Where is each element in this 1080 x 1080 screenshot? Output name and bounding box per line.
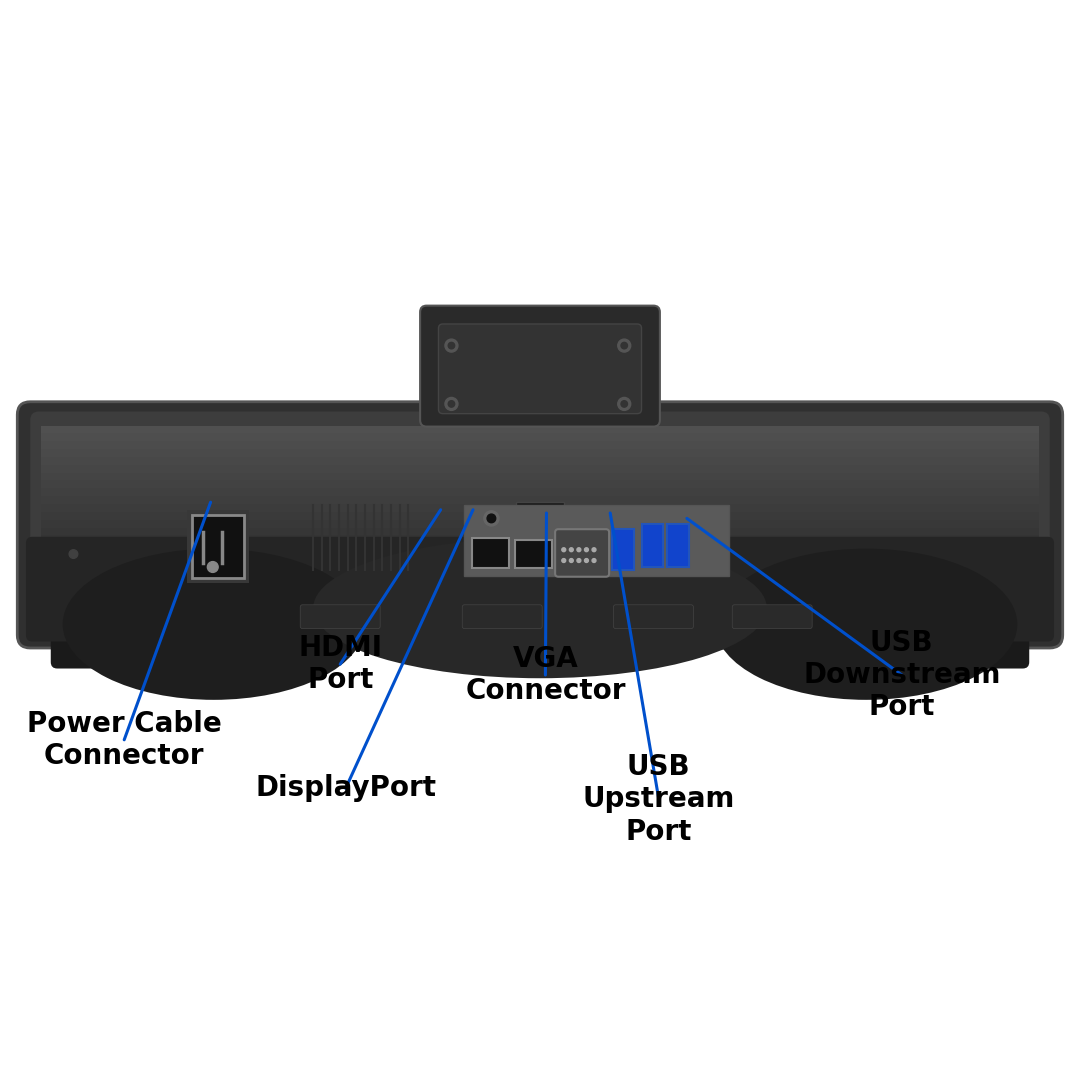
FancyBboxPatch shape (516, 502, 564, 543)
FancyBboxPatch shape (555, 529, 609, 577)
Circle shape (592, 548, 596, 552)
Circle shape (618, 397, 631, 410)
FancyBboxPatch shape (642, 524, 663, 567)
Circle shape (584, 558, 589, 563)
Ellipse shape (715, 549, 1017, 700)
FancyBboxPatch shape (613, 605, 693, 629)
FancyBboxPatch shape (51, 615, 188, 669)
Circle shape (584, 548, 589, 552)
Circle shape (577, 558, 581, 563)
FancyBboxPatch shape (41, 442, 1039, 449)
FancyBboxPatch shape (187, 510, 249, 583)
FancyBboxPatch shape (17, 402, 1063, 648)
Circle shape (562, 558, 566, 563)
Text: HDMI
Port: HDMI Port (298, 634, 382, 694)
FancyBboxPatch shape (41, 536, 1039, 543)
Circle shape (621, 342, 627, 349)
FancyBboxPatch shape (41, 426, 1039, 433)
Circle shape (207, 562, 218, 572)
FancyBboxPatch shape (300, 605, 380, 629)
FancyBboxPatch shape (26, 537, 1054, 642)
FancyBboxPatch shape (892, 615, 1029, 669)
Circle shape (484, 511, 499, 526)
FancyBboxPatch shape (41, 527, 1039, 536)
FancyBboxPatch shape (472, 538, 509, 568)
FancyBboxPatch shape (41, 449, 1039, 457)
Circle shape (621, 401, 627, 407)
FancyBboxPatch shape (30, 411, 1050, 557)
Text: Power Cable
Connector: Power Cable Connector (27, 710, 221, 770)
Text: DisplayPort: DisplayPort (255, 774, 436, 802)
FancyBboxPatch shape (515, 540, 552, 568)
FancyBboxPatch shape (612, 529, 634, 570)
Text: VGA
Connector: VGA Connector (465, 645, 625, 705)
Ellipse shape (63, 549, 365, 700)
FancyBboxPatch shape (420, 306, 660, 427)
Circle shape (577, 548, 581, 552)
FancyBboxPatch shape (192, 515, 244, 578)
Circle shape (592, 558, 596, 563)
Circle shape (487, 514, 496, 523)
FancyBboxPatch shape (41, 512, 1039, 519)
Circle shape (69, 550, 78, 558)
FancyBboxPatch shape (41, 457, 1039, 464)
Circle shape (448, 342, 455, 349)
FancyBboxPatch shape (667, 524, 689, 567)
FancyBboxPatch shape (464, 505, 729, 576)
FancyBboxPatch shape (41, 481, 1039, 488)
FancyBboxPatch shape (41, 519, 1039, 527)
Circle shape (569, 548, 573, 552)
Circle shape (569, 558, 573, 563)
Circle shape (445, 397, 458, 410)
Circle shape (448, 401, 455, 407)
FancyBboxPatch shape (41, 488, 1039, 496)
Circle shape (562, 548, 566, 552)
Text: USB
Upstream
Port: USB Upstream Port (582, 753, 735, 846)
Circle shape (618, 339, 631, 352)
Ellipse shape (313, 538, 767, 678)
FancyBboxPatch shape (41, 433, 1039, 442)
FancyBboxPatch shape (462, 605, 542, 629)
Text: USB
Downstream
Port: USB Downstream Port (804, 629, 1000, 721)
Circle shape (445, 339, 458, 352)
FancyBboxPatch shape (41, 473, 1039, 481)
FancyBboxPatch shape (41, 504, 1039, 512)
FancyBboxPatch shape (41, 464, 1039, 473)
FancyBboxPatch shape (41, 496, 1039, 504)
FancyBboxPatch shape (732, 605, 812, 629)
FancyBboxPatch shape (438, 324, 642, 414)
